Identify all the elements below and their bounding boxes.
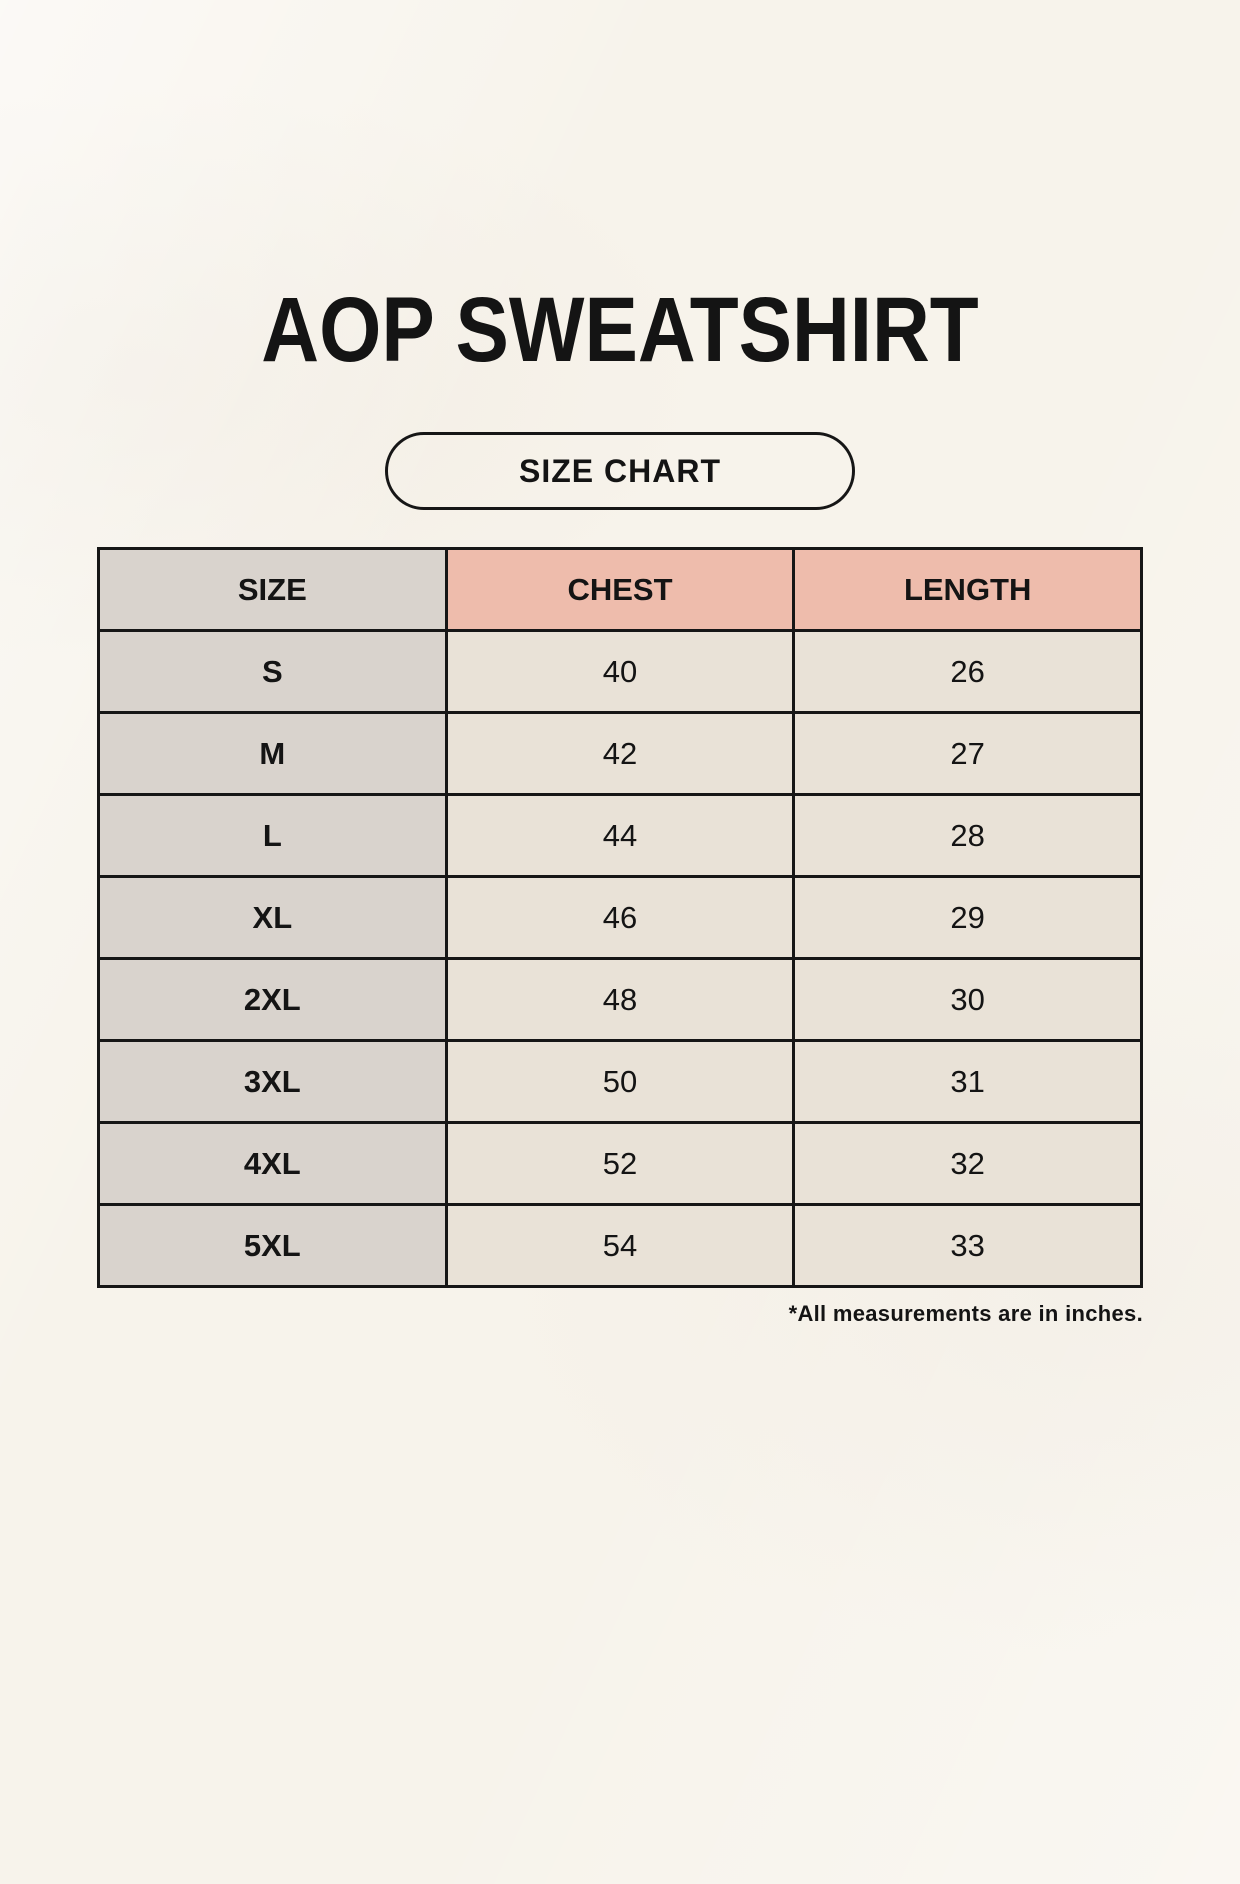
length-cell: 30: [792, 957, 1143, 1042]
size-cell: M: [97, 711, 448, 796]
length-cell: 32: [792, 1121, 1143, 1206]
column-header-chest: CHEST: [444, 547, 796, 632]
length-cell: 29: [792, 875, 1143, 960]
table-row: 4XL 52 32: [97, 1121, 1143, 1206]
chest-cell: 40: [444, 629, 796, 714]
column-header-length: LENGTH: [792, 547, 1143, 632]
size-cell: 4XL: [97, 1121, 448, 1206]
chest-cell: 54: [444, 1203, 796, 1288]
chest-cell: 52: [444, 1121, 796, 1206]
table-header-row: SIZE CHEST LENGTH: [97, 547, 1143, 632]
size-chart-badge: SIZE CHART: [385, 432, 855, 510]
table-row: S 40 26: [97, 629, 1143, 714]
chest-cell: 48: [444, 957, 796, 1042]
table-row: 5XL 54 33: [97, 1203, 1143, 1288]
footnote: *All measurements are in inches.: [788, 1301, 1143, 1326]
size-cell: 5XL: [97, 1203, 448, 1288]
length-cell: 26: [792, 629, 1143, 714]
length-cell: 31: [792, 1039, 1143, 1124]
chest-cell: 50: [444, 1039, 796, 1124]
chest-cell: 44: [444, 793, 796, 878]
chest-cell: 42: [444, 711, 796, 796]
length-cell: 28: [792, 793, 1143, 878]
table-row: L 44 28: [97, 793, 1143, 878]
table-row: M 42 27: [97, 711, 1143, 796]
chest-cell: 46: [444, 875, 796, 960]
page-title: AOP SWEATSHIRT: [261, 279, 979, 381]
size-cell: XL: [97, 875, 448, 960]
size-chart-badge-label: SIZE CHART: [519, 452, 721, 489]
length-cell: 33: [792, 1203, 1143, 1288]
size-cell: 3XL: [97, 1039, 448, 1124]
size-cell: S: [97, 629, 448, 714]
table-row: XL 46 29: [97, 875, 1143, 960]
size-table: SIZE CHEST LENGTH S 40 26 M 42 27 L 44 2…: [97, 547, 1143, 1288]
column-header-size: SIZE: [97, 547, 448, 632]
table-row: 2XL 48 30: [97, 957, 1143, 1042]
length-cell: 27: [792, 711, 1143, 796]
size-cell: 2XL: [97, 957, 448, 1042]
size-cell: L: [97, 793, 448, 878]
table-row: 3XL 50 31: [97, 1039, 1143, 1124]
